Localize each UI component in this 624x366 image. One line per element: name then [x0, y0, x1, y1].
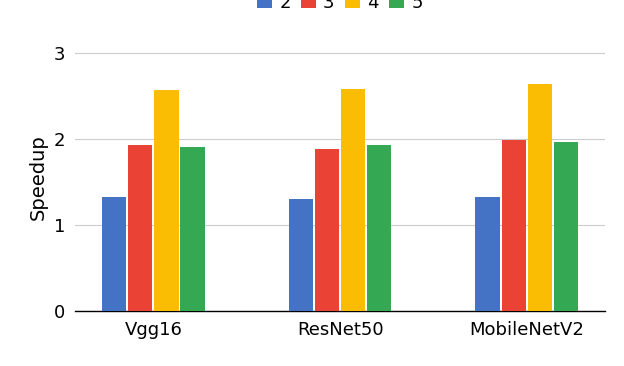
Bar: [528, 85, 552, 311]
Bar: [102, 197, 126, 311]
Bar: [315, 149, 339, 311]
Bar: [367, 145, 391, 311]
Bar: [341, 89, 365, 311]
Bar: [502, 141, 526, 311]
Bar: [289, 199, 313, 311]
Bar: [475, 197, 500, 311]
Bar: [554, 142, 578, 311]
Bar: [128, 145, 152, 311]
Y-axis label: Speedup: Speedup: [29, 135, 48, 220]
Legend: 2, 3, 4, 5: 2, 3, 4, 5: [258, 0, 422, 12]
Bar: [180, 147, 205, 311]
Bar: [154, 90, 178, 311]
